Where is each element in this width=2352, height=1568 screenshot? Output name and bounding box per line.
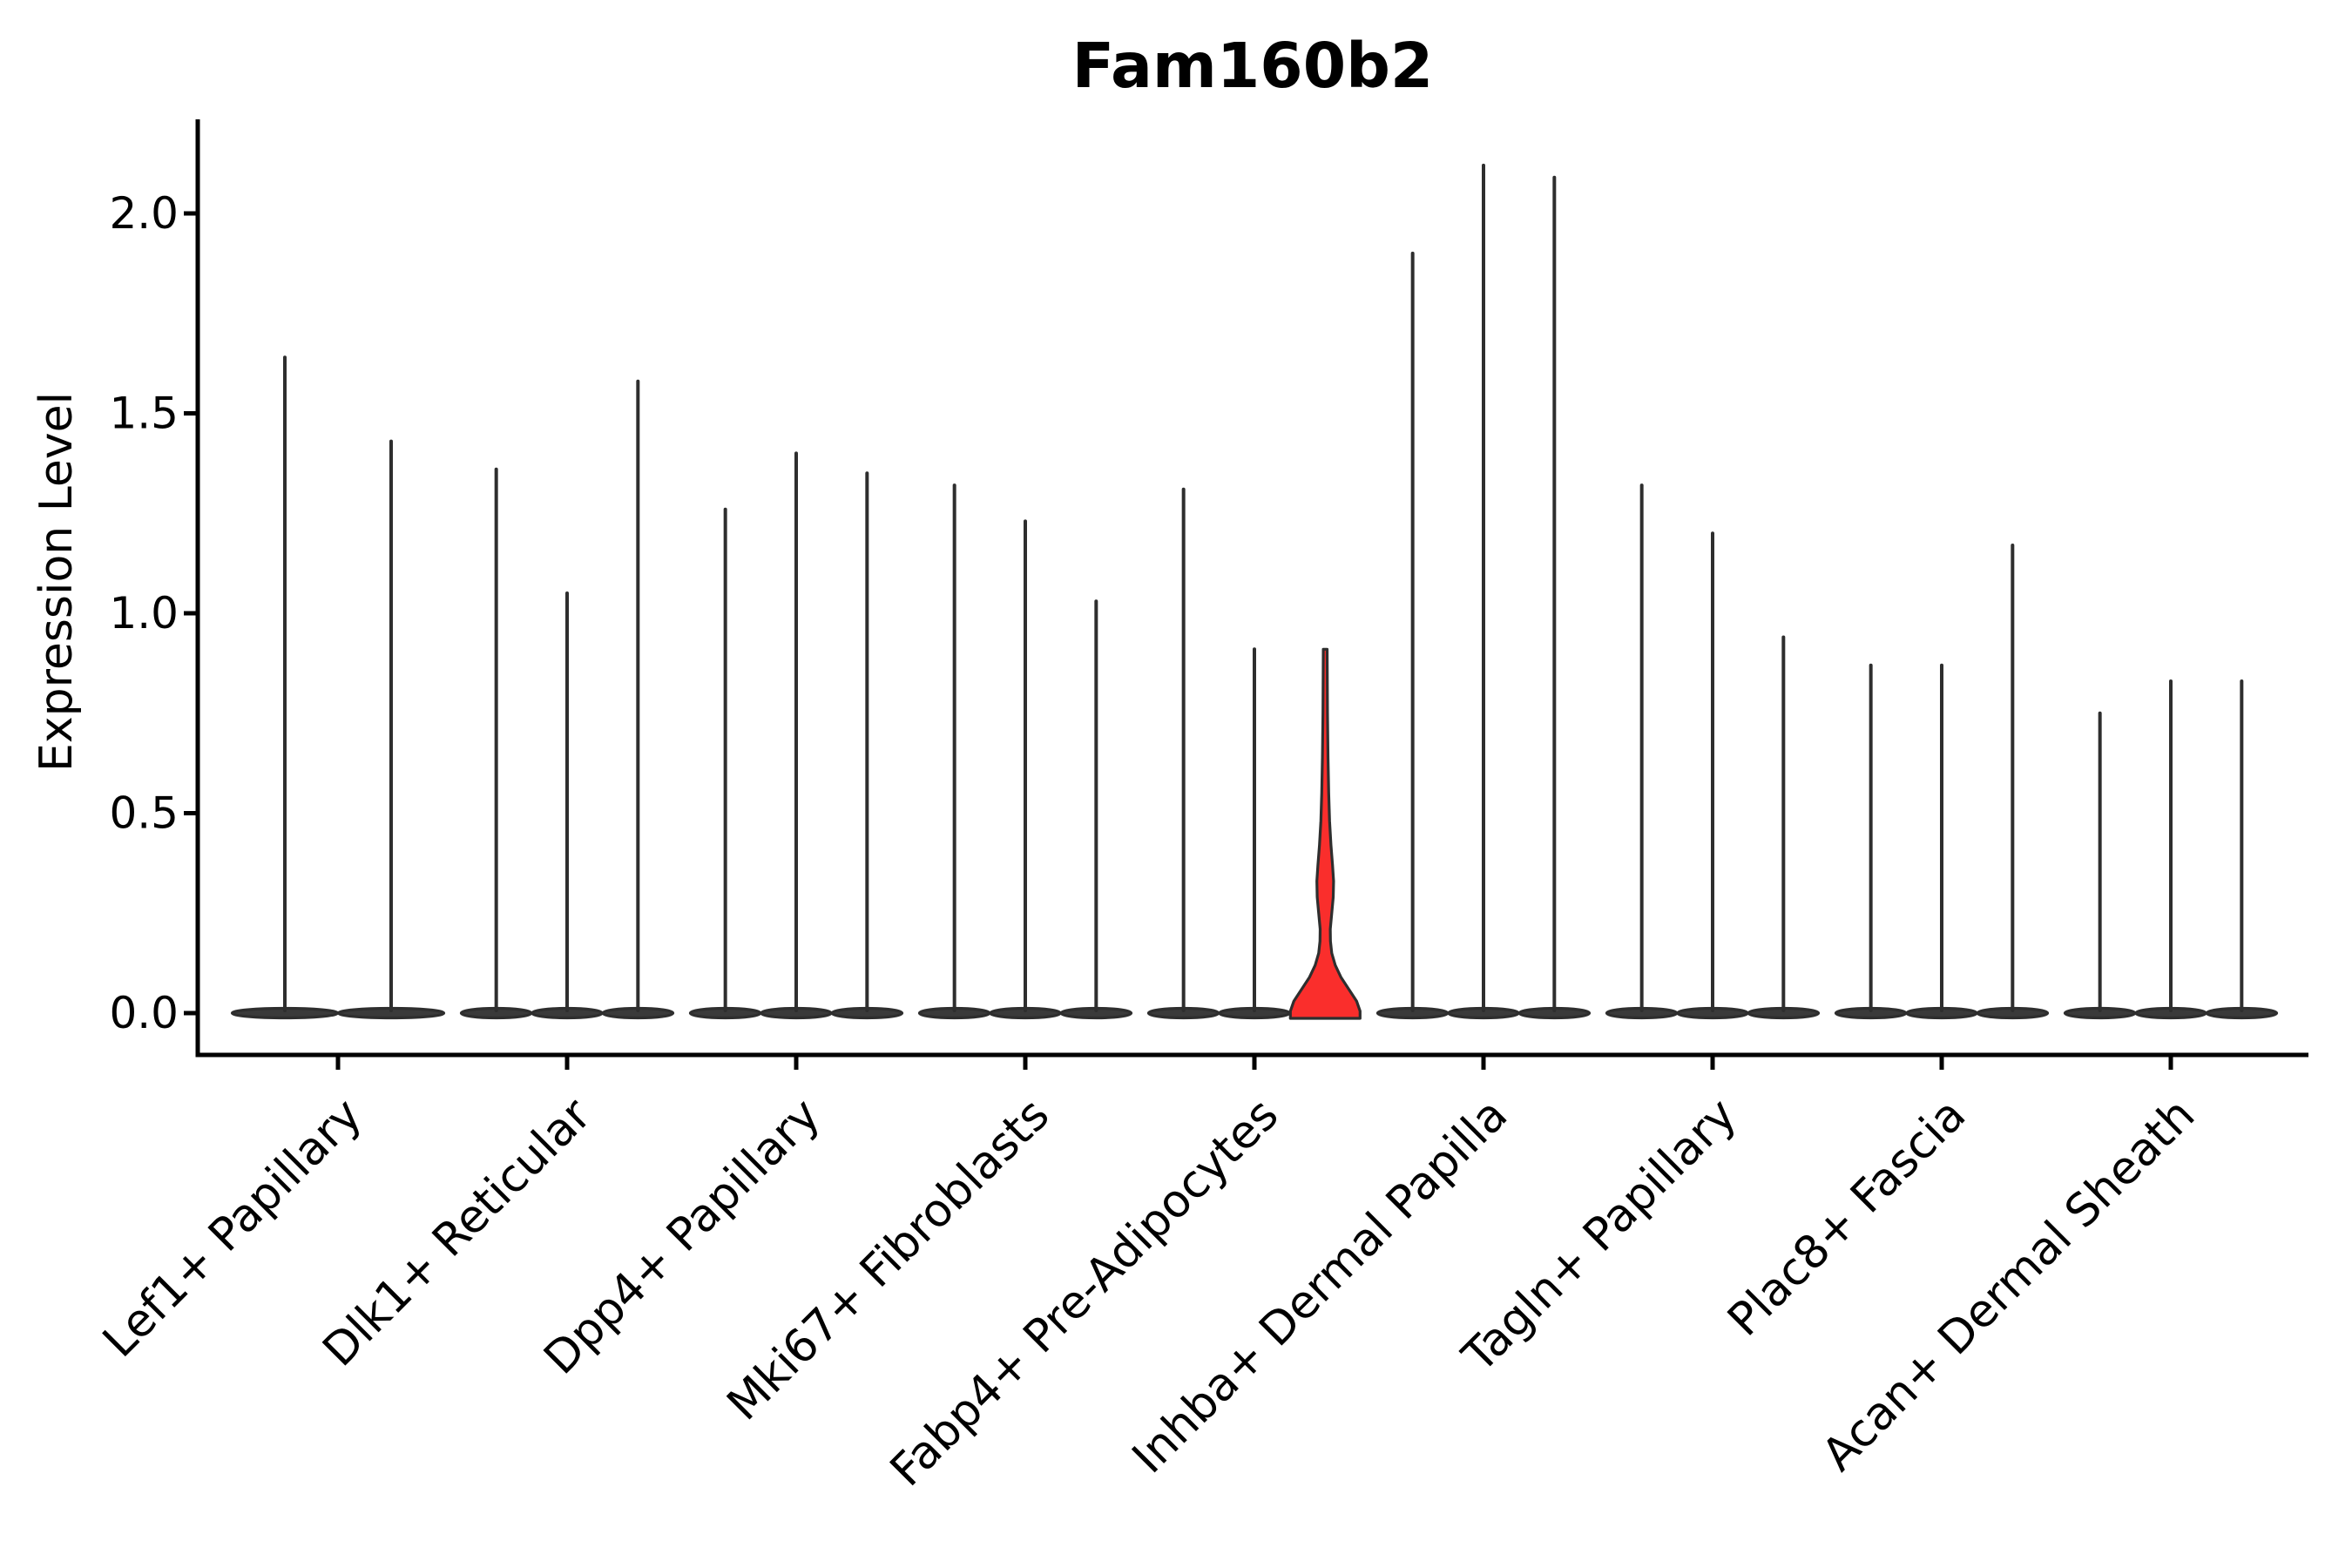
- x-tick-label: Fabp4+ Pre-Adipocytes: [881, 1089, 1288, 1497]
- violin-group-3: [917, 483, 1133, 1020]
- violin-group-5: [1375, 163, 1592, 1020]
- y-tick-label: 1.0: [109, 588, 179, 639]
- violin-group-4: [1146, 487, 1362, 1020]
- violin-group-6: [1605, 483, 1821, 1020]
- y-tick-label: 0.0: [109, 988, 179, 1038]
- violin-group-2: [688, 451, 904, 1020]
- violins-layer: [230, 163, 2279, 1020]
- x-tick-label: Inhba+ Dermal Papilla: [1123, 1089, 1517, 1484]
- violin-group-7: [1834, 544, 2050, 1020]
- violin-group-0: [230, 355, 446, 1020]
- y-tick-label: 1.5: [109, 389, 179, 439]
- y-tick-label: 0.5: [109, 788, 179, 839]
- chart-title: Fam160b2: [1072, 30, 1434, 102]
- violin-group-8: [2063, 679, 2279, 1020]
- y-tick-label: 2.0: [109, 188, 179, 239]
- violin-group-1: [459, 379, 675, 1020]
- violin-highlighted: [1288, 647, 1362, 1020]
- x-tick-label: Acan+ Dermal Sheath: [1813, 1089, 2206, 1482]
- x-tick-label: Plac8+ Fascia: [1718, 1089, 1976, 1347]
- y-axis-label: Expression Level: [30, 392, 83, 772]
